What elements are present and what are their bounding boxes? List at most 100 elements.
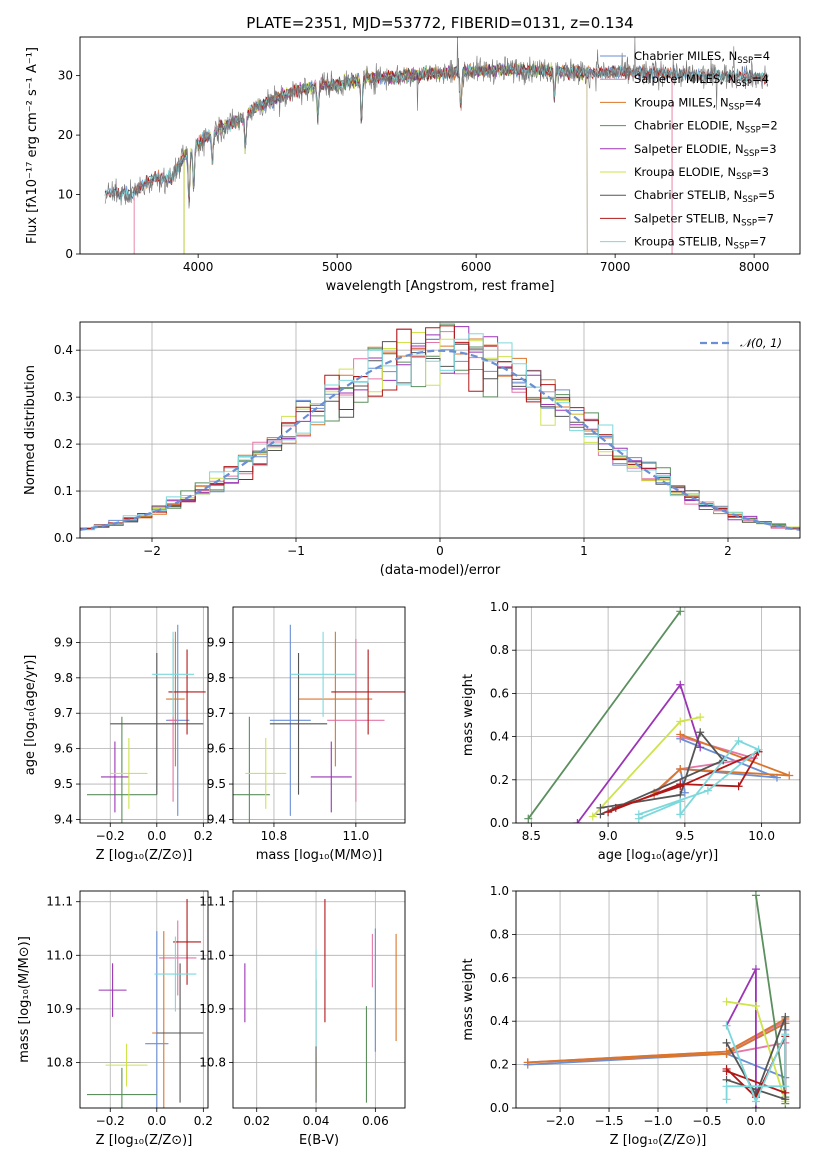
y-tick-label: 0.4 bbox=[490, 730, 509, 744]
weight-marker bbox=[781, 1030, 790, 1039]
x-tick-label: −1.0 bbox=[643, 1114, 672, 1128]
x-axis-label: wavelength [Angstrom, rest frame] bbox=[326, 279, 555, 294]
weight-marker bbox=[781, 1012, 790, 1021]
legend-label-main: Salpeter MILES, N bbox=[634, 72, 736, 86]
x-tick-label: 0 bbox=[436, 544, 444, 558]
legend-label-tail: =7 bbox=[749, 235, 766, 249]
y-axis-label: Flux [fλ10⁻¹⁷ erg cm⁻² s⁻¹ A⁻¹] bbox=[25, 47, 40, 244]
age-vs-mass-panel: 10.8 11.0 9.4 9.5 9.6 9.7 9.8 9.9 mass [log₁₀(M/… bbox=[207, 606, 406, 863]
errorbar-salpeter_stelib bbox=[168, 649, 206, 735]
weight-marker bbox=[734, 736, 743, 745]
legend-label-main: Chabrier STELIB, N bbox=[634, 188, 742, 202]
y-tick-label: 11.1 bbox=[46, 895, 73, 909]
weight_vs_z-series bbox=[523, 891, 790, 1108]
legend-label-sub: SSP bbox=[744, 149, 760, 159]
weight-marker bbox=[573, 819, 582, 823]
legend-label-chabrier_elodie: Chabrier ELODIE, NSSP=2 bbox=[634, 119, 778, 136]
histogram-legend: 𝒩(0, 1) bbox=[700, 336, 782, 350]
errorbar-kroupa_stelib bbox=[154, 936, 197, 1012]
y-tick-label: 10.8 bbox=[46, 1055, 73, 1069]
y-tick-label: 9.8 bbox=[54, 671, 73, 685]
y-tick-label: 11.0 bbox=[46, 948, 73, 962]
y-axis-label: age [log₁₀(age/yr)] bbox=[23, 655, 38, 776]
y-tick-label: 10 bbox=[58, 188, 73, 202]
residual-histogram-panel: −2 −1 0 1 2 0.0 0.1 0.2 0.3 0.4 (data-model)/error… bbox=[23, 321, 801, 578]
legend-label-tail: =4 bbox=[753, 49, 770, 63]
weight-marker bbox=[676, 730, 685, 739]
y-tick-label: 0.4 bbox=[54, 343, 73, 357]
y-tick-label: 0.0 bbox=[54, 531, 73, 545]
x-tick-label: 0.02 bbox=[243, 1114, 270, 1128]
weight-marker bbox=[596, 810, 605, 819]
histogram-steps bbox=[80, 323, 800, 531]
legend-label-kroupa_elodie: Kroupa ELODIE, NSSP=3 bbox=[634, 165, 769, 182]
x-tick-label: 8.5 bbox=[522, 829, 541, 843]
errorbar-salpeter_miles bbox=[159, 920, 197, 996]
y-tick-label: 0.2 bbox=[54, 437, 73, 451]
errorbar-chabrier_stelib bbox=[110, 653, 204, 795]
weight-marker bbox=[754, 745, 763, 754]
x-axis-label: mass [log₁₀(M/M⊙)] bbox=[256, 848, 383, 863]
mass_vs_ebv-errorbars bbox=[244, 899, 397, 1103]
weight-marker bbox=[696, 713, 705, 722]
weight_vs_z-frame bbox=[515, 890, 801, 1109]
mass_vs_z-grid bbox=[80, 891, 208, 1108]
age_vs_mass-grid bbox=[233, 607, 405, 823]
y-axis-label: Normed distribution bbox=[23, 365, 38, 495]
x-axis-label: Z [log₁₀(Z/Z⊙)] bbox=[96, 848, 193, 863]
legend-label-kroupa_stelib: Kroupa STELIB, NSSP=7 bbox=[634, 235, 766, 252]
errorbar-chabrier_miles bbox=[145, 931, 169, 1108]
legend-label-tail: =2 bbox=[761, 119, 778, 133]
x-axis-label: (data-model)/error bbox=[380, 563, 501, 578]
errorbar-chabrier_elodie bbox=[86, 716, 157, 823]
y-tick-label: 0 bbox=[65, 247, 73, 261]
legend-label-main: Salpeter STELIB, N bbox=[634, 211, 741, 225]
spectrum-line-observed bbox=[104, 37, 769, 209]
x-tick-label: 1 bbox=[580, 544, 588, 558]
legend-label-sub: SSP bbox=[729, 102, 745, 112]
x-tick-label: 11.0 bbox=[342, 829, 369, 843]
weight-marker bbox=[676, 765, 685, 773]
spectrum-line-salpeter_elodie bbox=[183, 63, 588, 254]
x-tick-label: 0.06 bbox=[362, 1114, 389, 1128]
spectrum-line-kroupa_miles bbox=[133, 62, 673, 254]
x-tick-label: 0.2 bbox=[194, 1114, 213, 1128]
weight-series-kroupa_stelib bbox=[634, 736, 763, 823]
weight-marker bbox=[722, 1021, 731, 1030]
weight-series-salpeter_elodie bbox=[573, 680, 705, 823]
spectrum-frame bbox=[79, 36, 801, 255]
weight-marker bbox=[588, 812, 597, 821]
legend-label-normal: 𝒩(0, 1) bbox=[740, 336, 782, 350]
y-tick-label: 0.0 bbox=[490, 1101, 509, 1115]
errorbar-chabrier_stelib bbox=[269, 653, 328, 795]
x-tick-label: −2 bbox=[143, 544, 161, 558]
weight-marker bbox=[722, 997, 731, 1006]
normal-curve bbox=[80, 349, 800, 531]
x-tick-label: 6000 bbox=[461, 260, 492, 274]
weight-marker bbox=[722, 1067, 731, 1076]
errorbar-chabrier_miles bbox=[269, 624, 311, 816]
weight-marker bbox=[703, 786, 712, 795]
legend-label-main: Chabrier ELODIE, N bbox=[634, 119, 745, 133]
x-tick-label: 9.5 bbox=[675, 829, 694, 843]
age_vs_z-grid bbox=[80, 607, 208, 823]
weight-line bbox=[527, 1018, 786, 1064]
y-tick-label: 0.8 bbox=[490, 927, 509, 941]
errorbar-salpeter_elodie bbox=[98, 963, 127, 1017]
mass_vs_ebv-frame bbox=[232, 890, 406, 1109]
legend-label-kroupa_miles: Kroupa MILES, NSSP=4 bbox=[634, 95, 761, 112]
age_vs_z-errorbars bbox=[86, 624, 206, 823]
spectrum-line-kroupa_elodie bbox=[183, 60, 588, 254]
legend-label-tail: =4 bbox=[744, 95, 761, 109]
errorbar-salpeter_elodie bbox=[100, 741, 129, 813]
x-tick-label: −0.5 bbox=[692, 1114, 721, 1128]
histogram-step-kroupa_stelib bbox=[80, 333, 800, 531]
y-tick-label: 10.9 bbox=[199, 1002, 226, 1016]
weight-marker bbox=[696, 743, 705, 752]
legend-label-main: Salpeter ELODIE, N bbox=[634, 142, 744, 156]
y-tick-label: 30 bbox=[58, 69, 73, 83]
y-tick-label: 9.5 bbox=[54, 777, 73, 791]
x-tick-label: 0.2 bbox=[194, 829, 213, 843]
weight-marker bbox=[634, 810, 643, 819]
x-tick-label: 10.0 bbox=[748, 829, 775, 843]
